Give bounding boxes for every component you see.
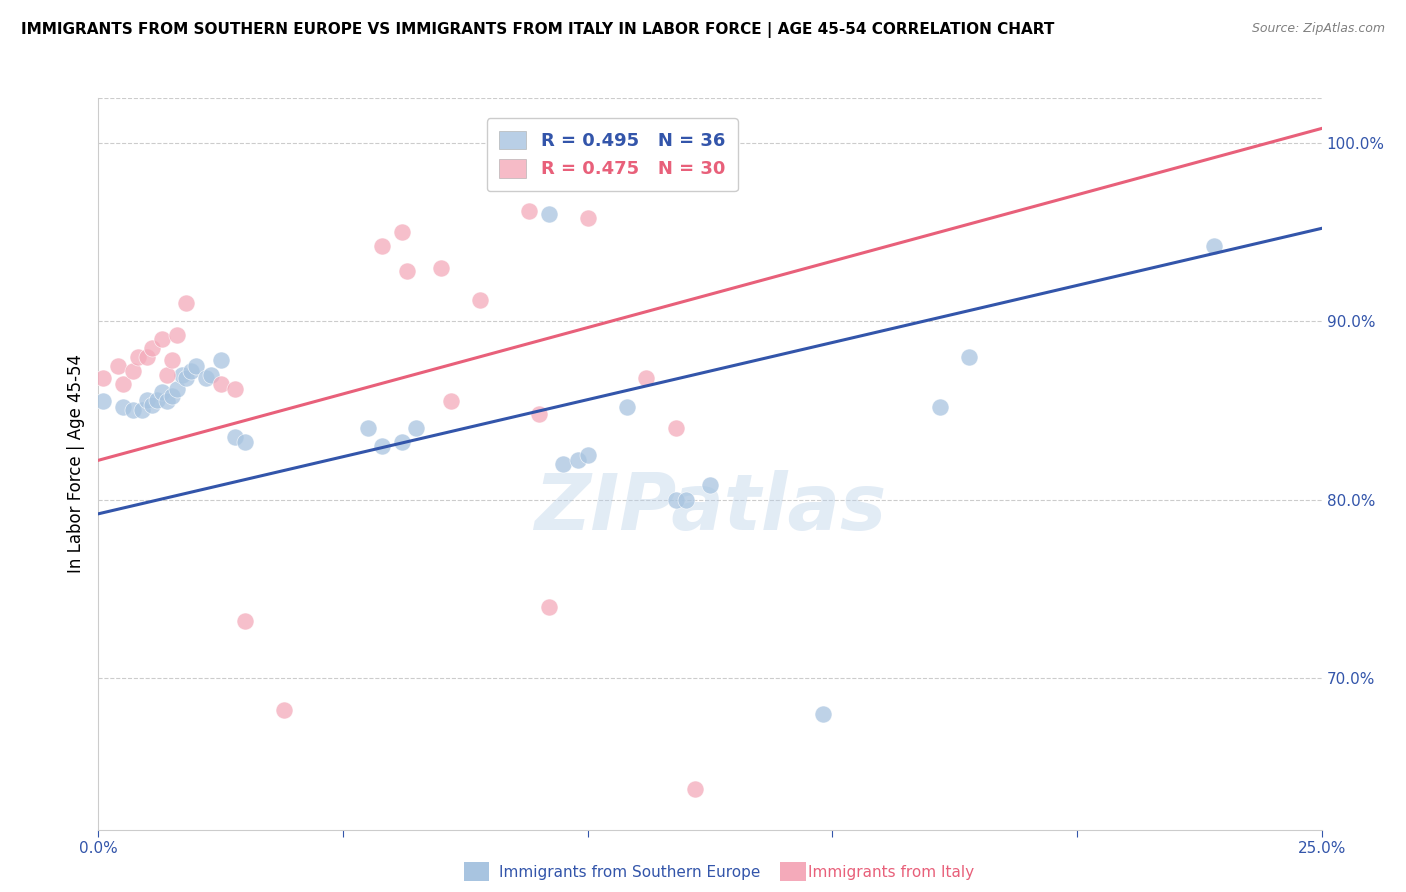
Point xyxy=(699,478,721,492)
Point xyxy=(527,407,550,421)
Point xyxy=(180,364,202,378)
Point xyxy=(517,203,540,218)
Point xyxy=(1202,239,1225,253)
Point xyxy=(537,207,560,221)
Point xyxy=(166,382,188,396)
Text: Immigrants from Southern Europe: Immigrants from Southern Europe xyxy=(499,865,761,880)
Point xyxy=(146,392,169,407)
Point xyxy=(131,403,153,417)
Point xyxy=(440,394,463,409)
Point xyxy=(567,453,589,467)
Point xyxy=(371,439,394,453)
Text: Immigrants from Italy: Immigrants from Italy xyxy=(808,865,974,880)
Point xyxy=(537,599,560,614)
Text: ZIPatlas: ZIPatlas xyxy=(534,470,886,546)
Point xyxy=(91,394,114,409)
Point xyxy=(430,260,453,275)
Point xyxy=(91,371,114,385)
Point xyxy=(391,225,413,239)
Text: Source: ZipAtlas.com: Source: ZipAtlas.com xyxy=(1251,22,1385,36)
Point xyxy=(176,296,198,310)
Point xyxy=(150,385,173,400)
Point xyxy=(209,376,232,391)
Point xyxy=(170,368,193,382)
Point xyxy=(685,781,707,796)
Point xyxy=(811,706,834,721)
Point xyxy=(636,371,658,385)
Point xyxy=(195,371,218,385)
Point xyxy=(371,239,394,253)
Point xyxy=(160,389,183,403)
Text: IMMIGRANTS FROM SOUTHERN EUROPE VS IMMIGRANTS FROM ITALY IN LABOR FORCE | AGE 45: IMMIGRANTS FROM SOUTHERN EUROPE VS IMMIG… xyxy=(21,22,1054,38)
Point xyxy=(107,359,129,373)
Point xyxy=(665,492,688,507)
Point xyxy=(111,400,134,414)
Point xyxy=(136,350,159,364)
Point xyxy=(209,353,232,368)
Legend: R = 0.495   N = 36, R = 0.475   N = 30: R = 0.495 N = 36, R = 0.475 N = 30 xyxy=(486,118,738,191)
Point xyxy=(957,350,980,364)
Point xyxy=(356,421,378,435)
Point xyxy=(166,328,188,343)
Point xyxy=(150,332,173,346)
Point xyxy=(141,398,163,412)
Point xyxy=(233,435,256,450)
Point xyxy=(136,392,159,407)
Point xyxy=(160,353,183,368)
Point xyxy=(553,457,575,471)
Point xyxy=(543,121,565,136)
Point xyxy=(675,492,697,507)
Point xyxy=(929,400,952,414)
Point xyxy=(127,350,149,364)
Point xyxy=(224,382,246,396)
Point xyxy=(233,614,256,628)
Y-axis label: In Labor Force | Age 45-54: In Labor Force | Age 45-54 xyxy=(66,354,84,574)
Point xyxy=(200,368,222,382)
Point xyxy=(468,293,491,307)
Point xyxy=(186,359,208,373)
Point xyxy=(141,341,163,355)
Point xyxy=(395,264,418,278)
Point xyxy=(121,403,143,417)
Point xyxy=(111,376,134,391)
Point xyxy=(405,421,427,435)
Point xyxy=(576,211,599,225)
Point xyxy=(224,430,246,444)
Point xyxy=(156,368,179,382)
Point xyxy=(121,364,143,378)
Point xyxy=(176,371,198,385)
Point xyxy=(665,421,688,435)
Point xyxy=(616,400,638,414)
Point xyxy=(576,448,599,462)
Point xyxy=(273,703,295,717)
Point xyxy=(391,435,413,450)
Point xyxy=(156,394,179,409)
